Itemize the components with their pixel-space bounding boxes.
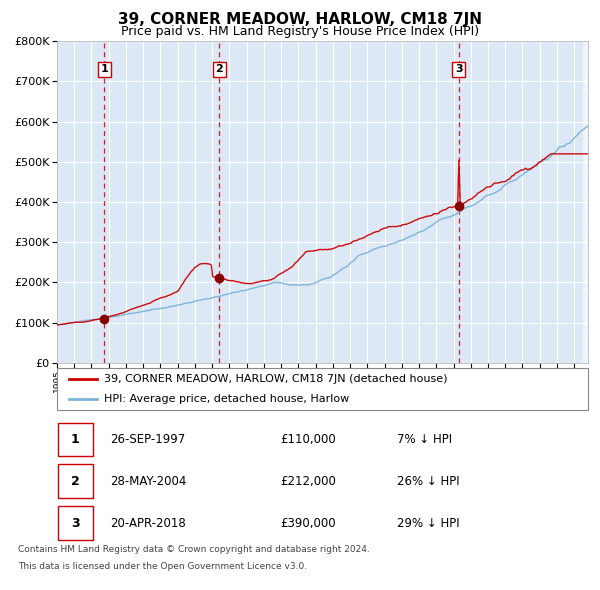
Bar bbox=[58, 422, 92, 456]
Text: 2: 2 bbox=[71, 474, 80, 488]
Text: This data is licensed under the Open Government Licence v3.0.: This data is licensed under the Open Gov… bbox=[18, 562, 307, 571]
Text: 7% ↓ HPI: 7% ↓ HPI bbox=[397, 432, 452, 446]
Text: 3: 3 bbox=[71, 516, 80, 530]
Text: HPI: Average price, detached house, Harlow: HPI: Average price, detached house, Harl… bbox=[104, 394, 349, 404]
Text: 39, CORNER MEADOW, HARLOW, CM18 7JN (detached house): 39, CORNER MEADOW, HARLOW, CM18 7JN (det… bbox=[104, 375, 447, 385]
Text: 1: 1 bbox=[71, 432, 80, 446]
Text: Contains HM Land Registry data © Crown copyright and database right 2024.: Contains HM Land Registry data © Crown c… bbox=[18, 545, 370, 553]
Text: 26-SEP-1997: 26-SEP-1997 bbox=[110, 432, 185, 446]
Text: 39, CORNER MEADOW, HARLOW, CM18 7JN: 39, CORNER MEADOW, HARLOW, CM18 7JN bbox=[118, 12, 482, 27]
Text: 26% ↓ HPI: 26% ↓ HPI bbox=[397, 474, 460, 488]
Bar bbox=[58, 464, 92, 498]
Text: 29% ↓ HPI: 29% ↓ HPI bbox=[397, 516, 460, 530]
Text: 20-APR-2018: 20-APR-2018 bbox=[110, 516, 186, 530]
Text: 2: 2 bbox=[215, 64, 223, 74]
Text: £390,000: £390,000 bbox=[280, 516, 335, 530]
Text: £212,000: £212,000 bbox=[280, 474, 336, 488]
Text: 28-MAY-2004: 28-MAY-2004 bbox=[110, 474, 187, 488]
Text: 1: 1 bbox=[100, 64, 108, 74]
Text: £110,000: £110,000 bbox=[280, 432, 336, 446]
Text: 3: 3 bbox=[455, 64, 463, 74]
Bar bbox=[58, 506, 92, 540]
Text: Price paid vs. HM Land Registry's House Price Index (HPI): Price paid vs. HM Land Registry's House … bbox=[121, 25, 479, 38]
